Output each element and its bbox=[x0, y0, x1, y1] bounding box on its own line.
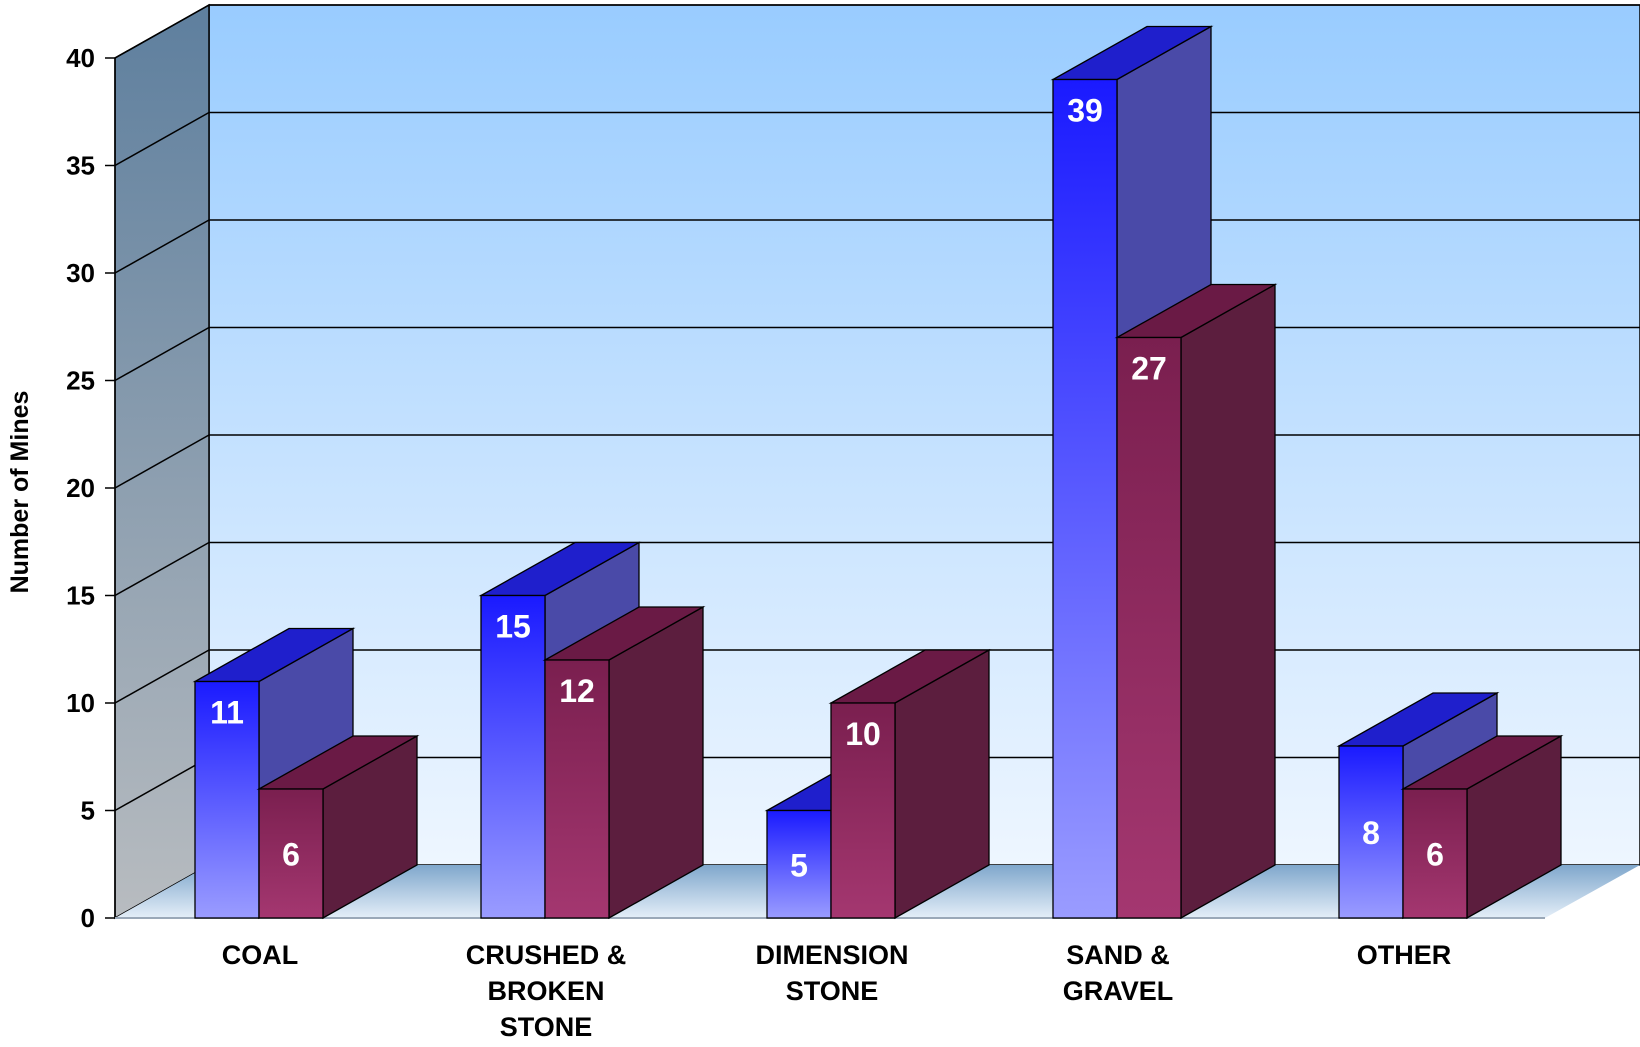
category-label: OTHER bbox=[1357, 940, 1452, 970]
bar-series-2-bar bbox=[1402, 788, 1468, 919]
y-tick-label: 20 bbox=[66, 473, 95, 503]
bar-series-1-bar bbox=[480, 594, 546, 919]
bar-series-1-bar bbox=[1338, 745, 1404, 919]
category-label: COAL bbox=[222, 940, 299, 970]
data-label: 6 bbox=[282, 837, 300, 873]
data-label: 12 bbox=[559, 673, 595, 709]
category-label: CRUSHED & bbox=[466, 940, 627, 970]
bar-series-2-bar bbox=[1116, 336, 1182, 919]
y-tick-label: 5 bbox=[81, 796, 95, 826]
gridline-side bbox=[114, 541, 210, 597]
category-labels: COAL CRUSHED & BROKEN STONE DIMENSION STONE SA… bbox=[222, 940, 1452, 1042]
gridline-side bbox=[114, 326, 210, 382]
data-label: 15 bbox=[495, 609, 531, 645]
y-tick-label: 15 bbox=[66, 581, 95, 611]
y-tick-label: 35 bbox=[66, 151, 95, 181]
bar-series-2-bar bbox=[830, 702, 896, 919]
bar-series-1-bar bbox=[1052, 78, 1118, 919]
bars: 11 6 15 12 5 10 39 27 8 6 bbox=[192, 25, 1564, 920]
y-tick-label: 10 bbox=[66, 688, 95, 718]
category-label: STONE bbox=[786, 976, 879, 1006]
bar-series-1-bar bbox=[766, 809, 832, 919]
data-label: 27 bbox=[1131, 351, 1167, 387]
bar-series-2-bar bbox=[258, 788, 324, 919]
category-label: SAND & bbox=[1066, 940, 1170, 970]
category-label: BROKEN bbox=[487, 976, 604, 1006]
bar-series-2-bar bbox=[544, 659, 610, 919]
gridline-side bbox=[114, 219, 210, 274]
data-label: 10 bbox=[845, 716, 881, 752]
bar-series-1-bar bbox=[194, 680, 260, 919]
y-tick-label: 30 bbox=[66, 258, 95, 288]
data-label: 39 bbox=[1067, 93, 1103, 129]
data-label: 5 bbox=[790, 847, 808, 883]
y-axis-title: Number of Mines bbox=[6, 391, 34, 594]
gridline-side bbox=[114, 434, 210, 489]
y-tick-label: 0 bbox=[81, 903, 95, 933]
data-label: 6 bbox=[1426, 837, 1444, 873]
category-label: DIMENSION bbox=[755, 940, 908, 970]
category-label: STONE bbox=[500, 1012, 593, 1042]
gridline-side bbox=[114, 4, 210, 59]
gridline-side bbox=[114, 649, 210, 704]
data-label: 11 bbox=[210, 695, 244, 731]
y-tick-label: 25 bbox=[66, 366, 95, 396]
data-label: 8 bbox=[1362, 815, 1380, 851]
gridline-side bbox=[114, 756, 210, 812]
y-tick-label: 40 bbox=[66, 43, 95, 73]
category-label: GRAVEL bbox=[1063, 976, 1174, 1006]
gridline-side bbox=[114, 111, 210, 167]
bar-series-2-side bbox=[608, 605, 704, 920]
bar-series-2-side bbox=[1180, 283, 1276, 920]
